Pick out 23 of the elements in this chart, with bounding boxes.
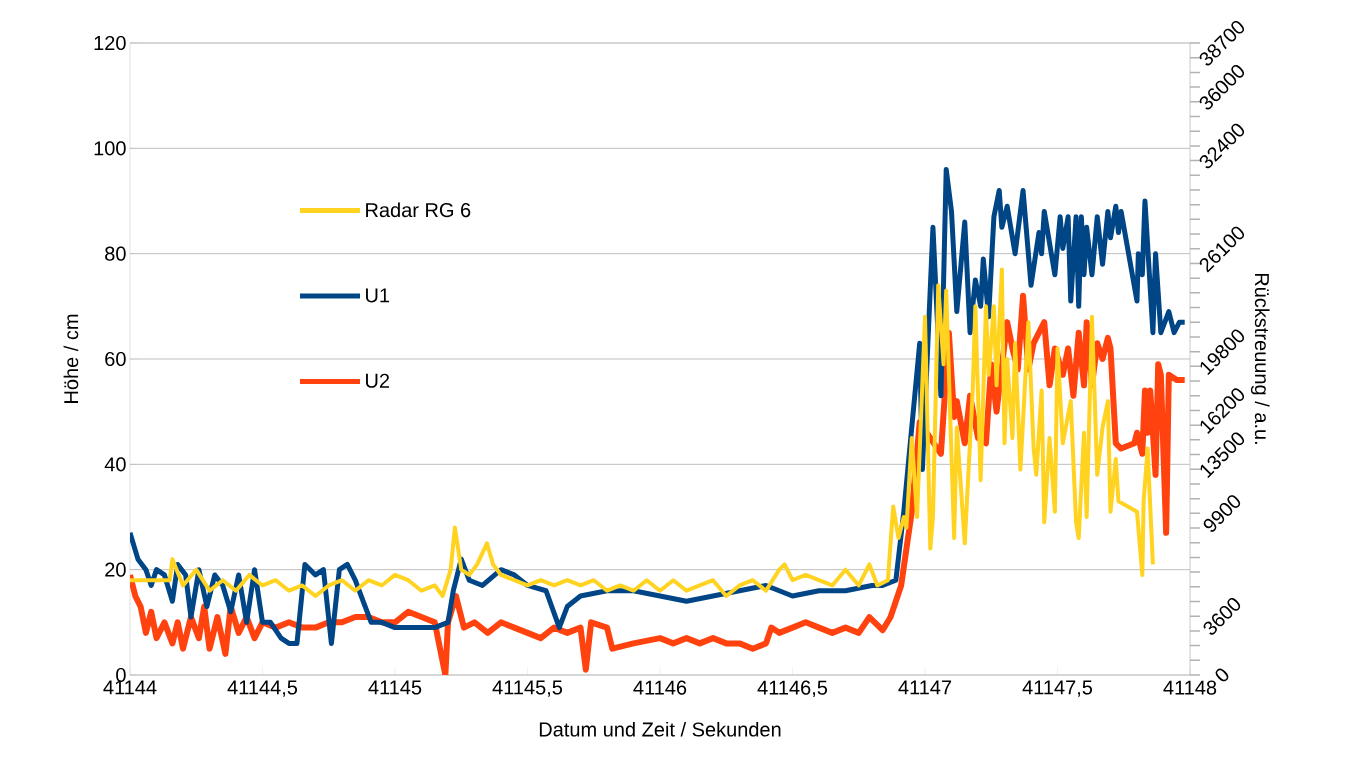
y2-tick-label: 0 (1215, 668, 1229, 682)
x-tick-label: 41145 (368, 680, 422, 695)
x-tick-label: 41146,5 (757, 680, 828, 698)
x-axis-title: Datum und Zeit / Sekunden (539, 721, 781, 737)
y-tick-label: 40 (104, 457, 126, 472)
x-tick-label: 41148 (1163, 680, 1217, 695)
y-tick-label: 20 (105, 562, 126, 577)
x-tick-label: 41147 (898, 680, 952, 695)
y-tick-label: 120 (94, 35, 126, 51)
legend-label: Radar RG 6 (366, 202, 471, 218)
x-tick-label: 41146 (633, 680, 687, 695)
x-tick-label: 41145,5 (492, 680, 563, 697)
x-tick-label: 41144,5 (227, 680, 298, 697)
legend-label: U2 (366, 373, 390, 388)
y-axis-title: Höhe / cm (63, 314, 79, 403)
y-tick-label: 0 (116, 667, 126, 683)
x-tick-label: 41144 (103, 680, 157, 695)
y-tick-label: 80 (105, 246, 126, 261)
legend-label: U1 (366, 288, 390, 303)
y-tick-label: 100 (94, 141, 126, 156)
x-tick-label: 41147,5 (1022, 680, 1093, 697)
y-tick-label: 60 (105, 351, 126, 367)
y2-axis-title: Rückstreuung / a.u. (1250, 273, 1270, 444)
